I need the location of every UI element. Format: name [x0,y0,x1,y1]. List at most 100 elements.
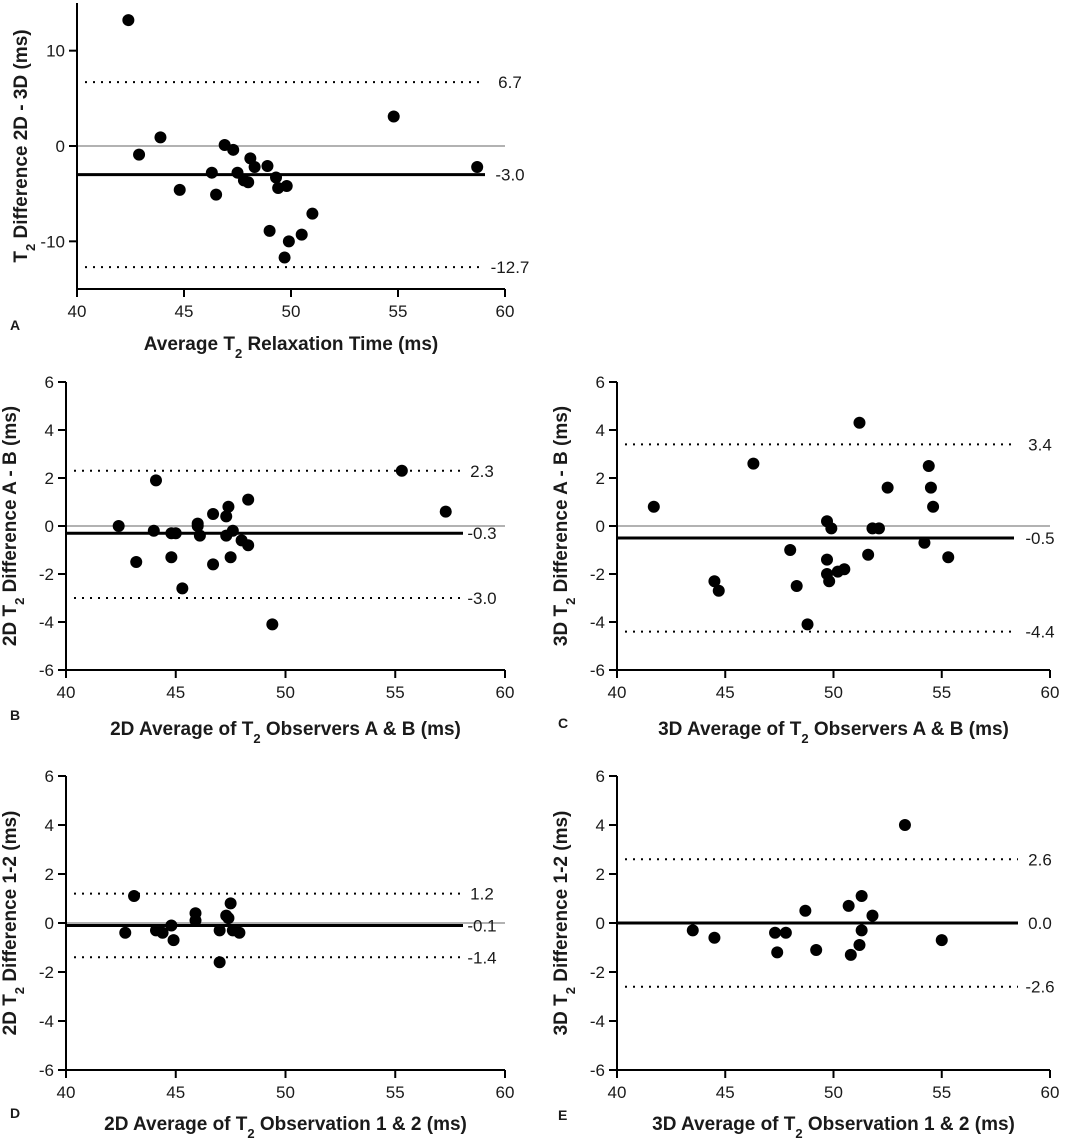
panel-b-x-tick-label: 60 [496,683,515,702]
panel-d-x-axis-title-subscript: 2 [247,1126,254,1138]
panel-a-data-point [295,228,308,241]
panel-d-data-point [213,956,226,969]
panel-c-data-point [801,618,814,631]
panel-d-data-point [222,912,235,925]
panel-d-data-point [167,934,180,947]
panel-e-y-axis-title-subscript: 2 [563,987,578,994]
panel-d-letter: D [10,1105,20,1121]
panel-e-data-point [855,890,868,903]
panel-c-data-point [862,548,875,561]
panel-d-y-tick-label: 6 [45,767,54,786]
panel-d-y-tick-label: -6 [39,1061,54,1080]
panel-c-lower-limit-label: -4.4 [1025,623,1054,642]
panel-a-data-point [227,143,240,156]
panel-a-x-axis-title-subscript: 2 [235,346,242,361]
panel-e-y-tick-label: -4 [590,1012,605,1031]
panel-a-data-point [263,224,276,237]
panel-e-x-axis-title-subscript: 2 [795,1126,802,1138]
panel-c-data-point [821,553,834,566]
panel-d-y-tick-label: -4 [39,1012,54,1031]
panel-c-data-point [838,563,851,576]
panel-a-data-point [387,110,400,123]
panel-b-y-tick-label: 4 [45,421,54,440]
panel-a-x-tick-label: 40 [68,302,87,321]
panel-b-data-point [193,529,206,542]
panel-e-data-point [779,926,792,939]
panel-c-x-axis-title-part: 3D Average of T [658,719,802,740]
panel-a-data-point [242,176,255,189]
panel-a-letter: A [10,317,20,333]
panel-d-y-tick-label: -2 [39,963,54,982]
panel-d-y-axis-title-part: Difference 1-2 (ms) [0,811,21,987]
panel-d-data-point [128,890,141,903]
panel-b-y-axis-title: 2D T2 Difference A - B (ms) [0,406,27,646]
panel-b-data-point [242,493,255,506]
panel-c-upper-limit-label: 3.4 [1028,435,1052,454]
panel-c-y-tick-label: 0 [596,517,605,536]
panel-b-x-axis-title: 2D Average of T2 Observers A & B (ms) [110,719,461,746]
panel-e-x-tick-label: 45 [716,1083,735,1102]
panel-b-data-point [207,508,220,520]
panel-d-x-tick-label: 40 [57,1083,76,1102]
panel-e-y-tick-label: 0 [596,914,605,933]
panel-d-y-tick-label: 0 [45,914,54,933]
panel-e-data-point [769,926,782,939]
panel-c-x-tick-label: 45 [716,683,735,702]
panel-c-y-axis-title: 3D T2 Difference A - B (ms) [551,406,578,646]
panel-c-x-tick-label: 40 [608,683,627,702]
panel-e-data-point [686,924,699,937]
panel-c-y-tick-label: 4 [596,421,605,440]
panel-d-data-point [119,926,132,939]
panel-a-y-axis-title-subscript: 2 [23,244,38,251]
panel-d-mean-label: -0.1 [467,916,496,935]
panel-e-letter: E [558,1107,567,1123]
panel-d-y-axis-title-part: 2D T [0,994,21,1036]
panel-b-y-tick-label: 6 [45,373,54,392]
panel-a-x-axis-title-part: Relaxation Time (ms) [242,334,438,355]
panel-d-y-axis-title-subscript: 2 [12,987,27,994]
panel-e-y-tick-label: -6 [590,1061,605,1080]
panel-d-x-axis-title-part: Observation 1 & 2 (ms) [255,1114,467,1135]
panel-b-y-axis-title-subscript: 2 [12,598,27,605]
panel-e-data-point [935,934,948,947]
panel-b-data-point [149,474,162,487]
panel-c-data-point [708,575,721,588]
panel-a-upper-limit-label: 6.7 [498,73,522,92]
panel-c-data-point [712,584,725,597]
panel-c-data-point [853,416,866,429]
panel-b-x-axis-title-subscript: 2 [253,731,260,746]
panel-e-x-axis-title-part: 3D Average of T [652,1114,796,1135]
panel-b-data-point [130,556,143,568]
panel-c-data-point [872,522,885,535]
panel-d-x-tick-label: 60 [496,1083,515,1102]
panel-b-data-point [222,500,235,513]
panel-e-data-point [771,946,784,959]
panel-d-data-point [233,926,246,939]
panel-e-data-point [708,931,721,944]
panel-d-data-point [156,926,169,939]
panel-e-lower-limit-label: -2.6 [1025,978,1054,997]
panel-a-data-point [205,166,218,179]
panel-b-data-point [191,517,204,530]
panel-c-x-axis-title: 3D Average of T2 Observers A & B (ms) [658,719,1009,746]
panel-e-data-point [866,909,879,922]
panel-a-data-point [154,131,167,144]
panel-a-y-axis-title-part: T [11,251,32,263]
panel-c-mean-label: -0.5 [1025,529,1054,548]
panel-b-y-tick-label: -6 [39,661,54,680]
panel-c-data-point [924,481,937,494]
panel-c-y-axis-title-subscript: 2 [563,598,578,605]
panel-a-x-axis-title: Average T2 Relaxation Time (ms) [144,334,438,361]
panel-d-x-tick-label: 50 [276,1083,295,1102]
panel-c-data-point [918,536,931,549]
panel-b-letter: B [10,707,20,723]
panel-e-data-point [842,899,855,912]
panel-c-y-tick-label: 6 [596,373,605,392]
panel-e-x-tick-label: 60 [1041,1083,1060,1102]
panel-b-y-axis-title-part: 2D T [0,605,21,647]
panel-e-data-point [898,819,911,831]
panel-a-x-tick-label: 60 [496,302,515,321]
panel-a-mean-label: -3.0 [495,166,524,185]
